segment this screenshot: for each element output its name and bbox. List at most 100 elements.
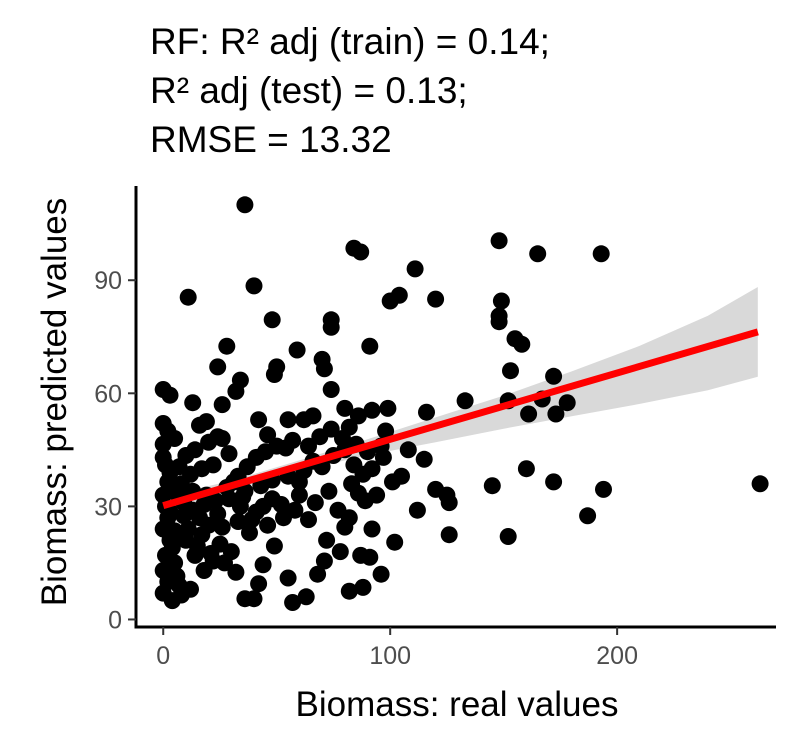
data-point bbox=[418, 403, 435, 421]
data-point bbox=[322, 420, 340, 438]
data-point bbox=[336, 399, 354, 417]
regression-line bbox=[162, 328, 759, 509]
data-point bbox=[186, 441, 204, 459]
y-tick-label: 90 bbox=[94, 267, 122, 295]
data-point bbox=[213, 396, 231, 414]
data-point bbox=[545, 367, 563, 385]
data-point bbox=[304, 407, 322, 425]
data-point bbox=[386, 533, 404, 551]
data-point bbox=[197, 413, 215, 431]
data-point bbox=[352, 243, 370, 261]
data-point bbox=[166, 522, 184, 540]
data-point bbox=[315, 360, 333, 378]
data-point bbox=[250, 411, 268, 429]
data-point bbox=[340, 582, 358, 600]
data-point bbox=[408, 501, 426, 519]
data-point bbox=[170, 577, 188, 594]
data-point bbox=[227, 382, 245, 400]
data-point bbox=[179, 520, 197, 538]
data-point bbox=[154, 435, 172, 453]
data-point bbox=[227, 563, 245, 581]
data-point bbox=[751, 475, 769, 493]
data-point bbox=[229, 513, 247, 530]
data-point bbox=[322, 318, 340, 336]
data-point bbox=[517, 460, 535, 478]
y-axis-ticks: 0 30 60 90 bbox=[94, 267, 136, 634]
data-point bbox=[300, 437, 317, 455]
data-point bbox=[218, 337, 236, 355]
data-point bbox=[349, 484, 367, 502]
data-point bbox=[595, 480, 612, 498]
data-point bbox=[320, 482, 338, 500]
data-point bbox=[427, 480, 445, 498]
data-point bbox=[372, 565, 390, 583]
data-point bbox=[361, 337, 379, 355]
data-point bbox=[440, 494, 458, 512]
data-point bbox=[200, 433, 218, 451]
data-point bbox=[202, 545, 220, 562]
x-axis-ticks: 0 100 200 bbox=[156, 627, 638, 670]
y-tick-label: 0 bbox=[108, 606, 122, 634]
data-point bbox=[318, 531, 336, 549]
data-point bbox=[297, 588, 315, 606]
data-point bbox=[159, 473, 177, 491]
data-point bbox=[250, 575, 268, 593]
data-point bbox=[490, 232, 508, 250]
x-tick-label: 0 bbox=[156, 642, 170, 670]
data-point bbox=[179, 288, 197, 306]
data-point bbox=[209, 505, 227, 523]
data-point bbox=[284, 431, 302, 449]
data-point bbox=[520, 405, 538, 423]
title-line-1: RF: R² adj (train) = 0.14; bbox=[150, 21, 550, 62]
data-point bbox=[243, 511, 261, 529]
data-point bbox=[368, 486, 386, 504]
data-point bbox=[545, 473, 563, 491]
data-point bbox=[191, 509, 208, 527]
data-point bbox=[456, 392, 474, 410]
data-point bbox=[399, 441, 417, 459]
title-line-2: R² adj (test) = 0.13; bbox=[150, 70, 468, 111]
data-point bbox=[384, 473, 401, 491]
data-point bbox=[263, 311, 281, 329]
data-point bbox=[163, 539, 181, 557]
data-point bbox=[300, 511, 317, 529]
data-point bbox=[381, 292, 399, 310]
data-point bbox=[315, 552, 333, 570]
data-point bbox=[502, 362, 519, 380]
data-point bbox=[265, 366, 283, 383]
data-point bbox=[363, 401, 381, 419]
data-point bbox=[331, 543, 349, 561]
data-point bbox=[490, 313, 508, 331]
data-point bbox=[236, 196, 254, 214]
data-point bbox=[188, 537, 206, 555]
data-point bbox=[558, 394, 576, 412]
data-point bbox=[377, 422, 395, 440]
data-point bbox=[483, 477, 501, 495]
data-point bbox=[363, 520, 381, 538]
data-point bbox=[336, 518, 354, 536]
data-point bbox=[175, 507, 193, 525]
data-point bbox=[209, 358, 227, 376]
data-point bbox=[334, 430, 351, 447]
data-point bbox=[241, 524, 258, 542]
data-point bbox=[499, 528, 517, 545]
data-point bbox=[290, 486, 308, 504]
data-point bbox=[265, 537, 283, 555]
data-point bbox=[354, 578, 372, 596]
data-point bbox=[309, 565, 327, 583]
data-point bbox=[440, 526, 458, 544]
data-point bbox=[284, 594, 302, 611]
data-point bbox=[259, 426, 277, 444]
x-axis-title: Biomass: real values bbox=[296, 685, 619, 724]
data-point bbox=[290, 473, 308, 491]
data-point bbox=[259, 516, 277, 534]
data-point bbox=[306, 494, 324, 512]
title-line-3: RMSE = 13.32 bbox=[150, 119, 392, 160]
data-point bbox=[288, 341, 306, 359]
points-layer bbox=[154, 196, 769, 611]
chart-title: RF: R² adj (train) = 0.14; R² adj (test)… bbox=[150, 21, 550, 160]
data-point bbox=[363, 460, 381, 478]
x-tick-label: 200 bbox=[596, 642, 638, 670]
data-point bbox=[184, 394, 202, 412]
